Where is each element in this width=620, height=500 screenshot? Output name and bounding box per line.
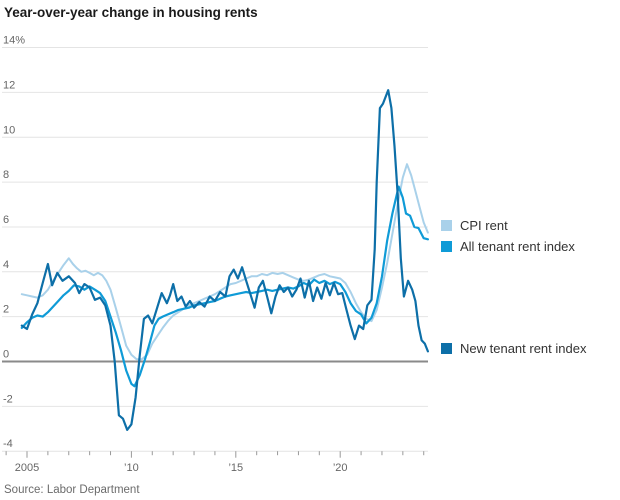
svg-text:14%: 14% <box>3 35 25 47</box>
cpi-rent-swatch-icon <box>441 220 452 231</box>
x-ticks <box>5 451 425 458</box>
svg-text:’20: ’20 <box>333 462 348 474</box>
svg-text:4: 4 <box>3 259 9 271</box>
svg-text:’15: ’15 <box>228 462 243 474</box>
legend-item-cpi-rent: CPI rent <box>441 218 508 233</box>
x-axis-labels: 2005 ’10 ’15 ’20 <box>15 462 348 474</box>
series-line-new-tenant-rent-index <box>20 89 429 431</box>
svg-text:-4: -4 <box>3 438 13 450</box>
source-note: Source: Labor Department <box>4 484 140 496</box>
legend-label: All tenant rent index <box>460 239 575 254</box>
svg-text:8: 8 <box>3 169 9 181</box>
chart-title: Year-over-year change in housing rents <box>4 5 258 20</box>
svg-text:6: 6 <box>3 214 9 226</box>
svg-text:2005: 2005 <box>15 462 39 474</box>
svg-text:10: 10 <box>3 124 15 136</box>
svg-text:0: 0 <box>3 349 9 361</box>
legend-item-new-tenant: New tenant rent index <box>441 341 586 356</box>
series-line-cpi-rent <box>20 163 429 361</box>
legend-label: CPI rent <box>460 218 508 233</box>
legend-label: New tenant rent index <box>460 341 587 356</box>
svg-text:’10: ’10 <box>124 462 139 474</box>
svg-text:12: 12 <box>3 79 15 91</box>
new-tenant-swatch-icon <box>441 343 452 354</box>
y-gridlines <box>2 47 428 452</box>
all-tenant-swatch-icon <box>441 241 452 252</box>
y-axis-labels: 14% 12 10 8 6 4 2 0 -2 -4 <box>3 35 25 451</box>
svg-text:-2: -2 <box>3 393 13 405</box>
series-line-all-tenant-rent-index <box>20 185 429 388</box>
svg-text:2: 2 <box>3 304 9 316</box>
legend-item-all-tenant: All tenant rent index <box>441 239 575 254</box>
